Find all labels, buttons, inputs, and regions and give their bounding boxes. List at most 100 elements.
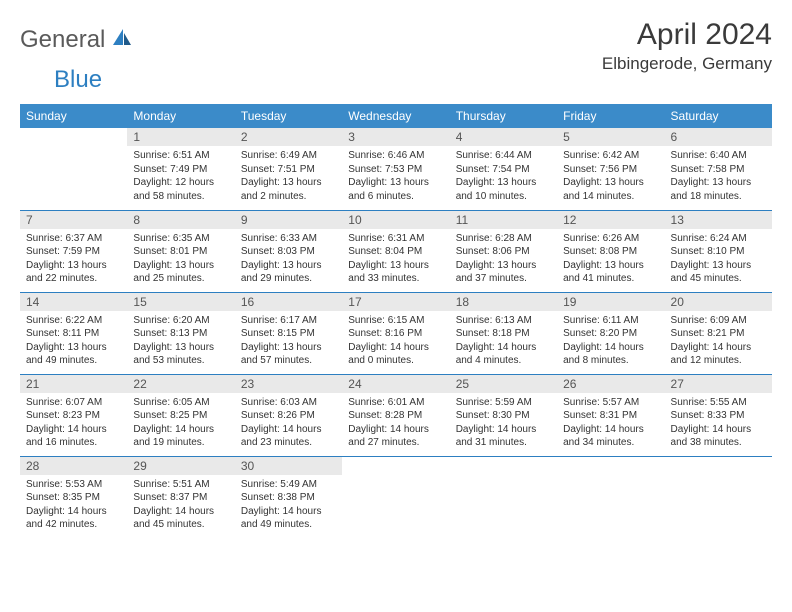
dayhead-thu: Thursday xyxy=(450,104,557,128)
day-cell: 5Sunrise: 6:42 AMSunset: 7:56 PMDaylight… xyxy=(557,128,664,210)
day-info: Sunrise: 6:03 AMSunset: 8:26 PMDaylight:… xyxy=(235,393,342,453)
day-cell: 16Sunrise: 6:17 AMSunset: 8:15 PMDayligh… xyxy=(235,292,342,374)
day-cell: 17Sunrise: 6:15 AMSunset: 8:16 PMDayligh… xyxy=(342,292,449,374)
day-cell: 13Sunrise: 6:24 AMSunset: 8:10 PMDayligh… xyxy=(665,210,772,292)
day-number: 26 xyxy=(557,375,664,393)
day-number: 20 xyxy=(665,293,772,311)
day-cell: 30Sunrise: 5:49 AMSunset: 8:38 PMDayligh… xyxy=(235,456,342,538)
day-number: 24 xyxy=(342,375,449,393)
day-number: 10 xyxy=(342,211,449,229)
day-info: Sunrise: 6:22 AMSunset: 8:11 PMDaylight:… xyxy=(20,311,127,371)
day-number: 22 xyxy=(127,375,234,393)
day-number xyxy=(665,457,772,475)
week-row: 28Sunrise: 5:53 AMSunset: 8:35 PMDayligh… xyxy=(20,456,772,538)
day-number: 25 xyxy=(450,375,557,393)
day-info: Sunrise: 5:49 AMSunset: 8:38 PMDaylight:… xyxy=(235,475,342,535)
day-cell: 21Sunrise: 6:07 AMSunset: 8:23 PMDayligh… xyxy=(20,374,127,456)
day-number: 5 xyxy=(557,128,664,146)
dayhead-tue: Tuesday xyxy=(235,104,342,128)
day-info: Sunrise: 5:57 AMSunset: 8:31 PMDaylight:… xyxy=(557,393,664,453)
day-info: Sunrise: 6:42 AMSunset: 7:56 PMDaylight:… xyxy=(557,146,664,206)
day-number: 18 xyxy=(450,293,557,311)
day-info: Sunrise: 6:37 AMSunset: 7:59 PMDaylight:… xyxy=(20,229,127,289)
day-number: 11 xyxy=(450,211,557,229)
location-label: Elbingerode, Germany xyxy=(602,54,772,74)
day-number: 13 xyxy=(665,211,772,229)
day-info: Sunrise: 6:33 AMSunset: 8:03 PMDaylight:… xyxy=(235,229,342,289)
day-number: 3 xyxy=(342,128,449,146)
day-number: 27 xyxy=(665,375,772,393)
calendar-body: 1Sunrise: 6:51 AMSunset: 7:49 PMDaylight… xyxy=(20,128,772,538)
calendar-table: Sunday Monday Tuesday Wednesday Thursday… xyxy=(20,104,772,538)
day-cell xyxy=(450,456,557,538)
dayhead-sun: Sunday xyxy=(20,104,127,128)
day-number: 6 xyxy=(665,128,772,146)
week-row: 21Sunrise: 6:07 AMSunset: 8:23 PMDayligh… xyxy=(20,374,772,456)
day-number: 12 xyxy=(557,211,664,229)
day-cell: 11Sunrise: 6:28 AMSunset: 8:06 PMDayligh… xyxy=(450,210,557,292)
day-cell: 19Sunrise: 6:11 AMSunset: 8:20 PMDayligh… xyxy=(557,292,664,374)
month-title: April 2024 xyxy=(602,18,772,52)
day-info: Sunrise: 6:26 AMSunset: 8:08 PMDaylight:… xyxy=(557,229,664,289)
day-info: Sunrise: 5:53 AMSunset: 8:35 PMDaylight:… xyxy=(20,475,127,535)
day-cell: 27Sunrise: 5:55 AMSunset: 8:33 PMDayligh… xyxy=(665,374,772,456)
day-info: Sunrise: 6:24 AMSunset: 8:10 PMDaylight:… xyxy=(665,229,772,289)
day-cell: 29Sunrise: 5:51 AMSunset: 8:37 PMDayligh… xyxy=(127,456,234,538)
day-info: Sunrise: 6:11 AMSunset: 8:20 PMDaylight:… xyxy=(557,311,664,371)
day-number: 14 xyxy=(20,293,127,311)
day-number: 21 xyxy=(20,375,127,393)
dayhead-sat: Saturday xyxy=(665,104,772,128)
day-header-row: Sunday Monday Tuesday Wednesday Thursday… xyxy=(20,104,772,128)
week-row: 14Sunrise: 6:22 AMSunset: 8:11 PMDayligh… xyxy=(20,292,772,374)
dayhead-mon: Monday xyxy=(127,104,234,128)
day-cell: 28Sunrise: 5:53 AMSunset: 8:35 PMDayligh… xyxy=(20,456,127,538)
day-cell: 20Sunrise: 6:09 AMSunset: 8:21 PMDayligh… xyxy=(665,292,772,374)
day-cell: 6Sunrise: 6:40 AMSunset: 7:58 PMDaylight… xyxy=(665,128,772,210)
day-number xyxy=(557,457,664,475)
day-info: Sunrise: 6:49 AMSunset: 7:51 PMDaylight:… xyxy=(235,146,342,206)
day-number xyxy=(342,457,449,475)
day-cell xyxy=(20,128,127,210)
week-row: 1Sunrise: 6:51 AMSunset: 7:49 PMDaylight… xyxy=(20,128,772,210)
day-info: Sunrise: 6:40 AMSunset: 7:58 PMDaylight:… xyxy=(665,146,772,206)
day-number: 4 xyxy=(450,128,557,146)
day-number: 30 xyxy=(235,457,342,475)
day-cell: 12Sunrise: 6:26 AMSunset: 8:08 PMDayligh… xyxy=(557,210,664,292)
title-block: April 2024 Elbingerode, Germany xyxy=(602,18,772,74)
day-number: 9 xyxy=(235,211,342,229)
day-info: Sunrise: 6:07 AMSunset: 8:23 PMDaylight:… xyxy=(20,393,127,453)
dayhead-fri: Friday xyxy=(557,104,664,128)
day-number: 17 xyxy=(342,293,449,311)
day-cell: 1Sunrise: 6:51 AMSunset: 7:49 PMDaylight… xyxy=(127,128,234,210)
day-cell: 7Sunrise: 6:37 AMSunset: 7:59 PMDaylight… xyxy=(20,210,127,292)
day-cell xyxy=(342,456,449,538)
day-info: Sunrise: 6:51 AMSunset: 7:49 PMDaylight:… xyxy=(127,146,234,206)
day-info: Sunrise: 5:59 AMSunset: 8:30 PMDaylight:… xyxy=(450,393,557,453)
day-cell: 9Sunrise: 6:33 AMSunset: 8:03 PMDaylight… xyxy=(235,210,342,292)
day-info: Sunrise: 6:13 AMSunset: 8:18 PMDaylight:… xyxy=(450,311,557,371)
day-cell: 8Sunrise: 6:35 AMSunset: 8:01 PMDaylight… xyxy=(127,210,234,292)
day-info: Sunrise: 6:01 AMSunset: 8:28 PMDaylight:… xyxy=(342,393,449,453)
day-info: Sunrise: 6:05 AMSunset: 8:25 PMDaylight:… xyxy=(127,393,234,453)
day-number: 1 xyxy=(127,128,234,146)
day-number: 19 xyxy=(557,293,664,311)
day-info: Sunrise: 5:55 AMSunset: 8:33 PMDaylight:… xyxy=(665,393,772,453)
day-cell: 25Sunrise: 5:59 AMSunset: 8:30 PMDayligh… xyxy=(450,374,557,456)
day-cell: 18Sunrise: 6:13 AMSunset: 8:18 PMDayligh… xyxy=(450,292,557,374)
day-info: Sunrise: 6:46 AMSunset: 7:53 PMDaylight:… xyxy=(342,146,449,206)
day-number: 28 xyxy=(20,457,127,475)
day-number xyxy=(450,457,557,475)
day-info: Sunrise: 5:51 AMSunset: 8:37 PMDaylight:… xyxy=(127,475,234,535)
day-cell xyxy=(665,456,772,538)
day-info: Sunrise: 6:44 AMSunset: 7:54 PMDaylight:… xyxy=(450,146,557,206)
day-info: Sunrise: 6:15 AMSunset: 8:16 PMDaylight:… xyxy=(342,311,449,371)
day-number: 16 xyxy=(235,293,342,311)
day-info: Sunrise: 6:28 AMSunset: 8:06 PMDaylight:… xyxy=(450,229,557,289)
dayhead-wed: Wednesday xyxy=(342,104,449,128)
day-number: 15 xyxy=(127,293,234,311)
day-cell: 4Sunrise: 6:44 AMSunset: 7:54 PMDaylight… xyxy=(450,128,557,210)
day-info: Sunrise: 6:09 AMSunset: 8:21 PMDaylight:… xyxy=(665,311,772,371)
day-number: 8 xyxy=(127,211,234,229)
day-number xyxy=(20,128,127,146)
day-cell: 24Sunrise: 6:01 AMSunset: 8:28 PMDayligh… xyxy=(342,374,449,456)
